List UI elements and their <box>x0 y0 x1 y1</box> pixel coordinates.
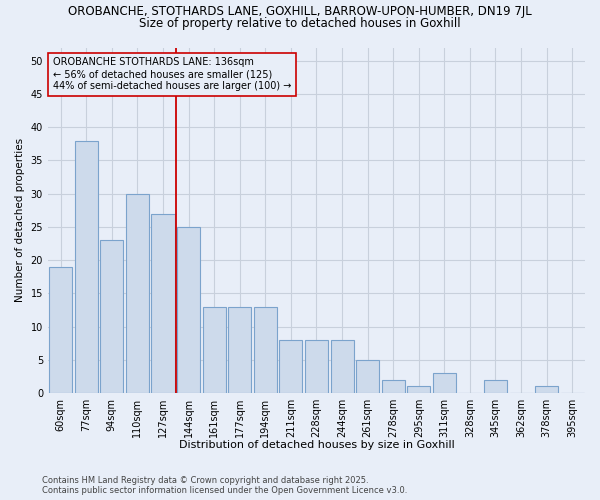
Bar <box>49 267 72 393</box>
Bar <box>75 140 98 393</box>
Bar <box>382 380 404 393</box>
Bar <box>331 340 353 393</box>
Text: Size of property relative to detached houses in Goxhill: Size of property relative to detached ho… <box>139 18 461 30</box>
Bar <box>356 360 379 393</box>
Bar <box>484 380 507 393</box>
Bar <box>203 306 226 393</box>
Bar <box>433 373 456 393</box>
Text: OROBANCHE, STOTHARDS LANE, GOXHILL, BARROW-UPON-HUMBER, DN19 7JL: OROBANCHE, STOTHARDS LANE, GOXHILL, BARR… <box>68 5 532 18</box>
Bar <box>177 227 200 393</box>
Bar <box>535 386 558 393</box>
X-axis label: Distribution of detached houses by size in Goxhill: Distribution of detached houses by size … <box>179 440 454 450</box>
Y-axis label: Number of detached properties: Number of detached properties <box>15 138 25 302</box>
Bar <box>228 306 251 393</box>
Bar <box>151 214 175 393</box>
Text: OROBANCHE STOTHARDS LANE: 136sqm
← 56% of detached houses are smaller (125)
44% : OROBANCHE STOTHARDS LANE: 136sqm ← 56% o… <box>53 58 292 90</box>
Text: Contains HM Land Registry data © Crown copyright and database right 2025.
Contai: Contains HM Land Registry data © Crown c… <box>42 476 407 495</box>
Bar <box>280 340 302 393</box>
Bar <box>100 240 124 393</box>
Bar <box>126 194 149 393</box>
Bar <box>254 306 277 393</box>
Bar <box>305 340 328 393</box>
Bar <box>407 386 430 393</box>
